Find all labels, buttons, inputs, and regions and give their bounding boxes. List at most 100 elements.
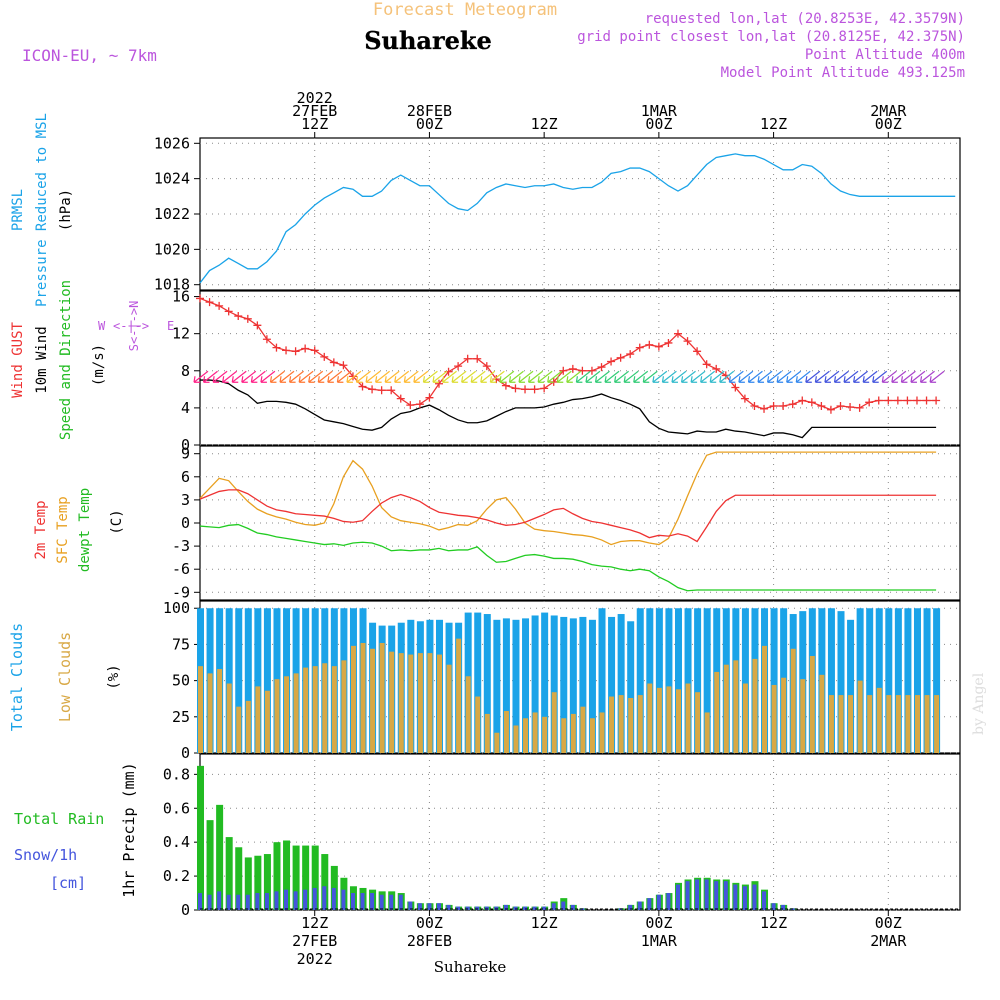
low-cloud-bar (523, 718, 529, 753)
total-cloud-bar (502, 618, 510, 753)
low-cloud-bar (781, 677, 787, 753)
low-cloud-bar (503, 711, 509, 753)
snow-bar (331, 887, 336, 910)
wind-direction-arrow (853, 370, 868, 383)
snow-bar (379, 894, 384, 910)
gust-marker (224, 307, 233, 316)
low-cloud-bar (685, 683, 691, 753)
temperature-ytick-label: -3 (172, 537, 190, 555)
snow-bar (264, 893, 269, 910)
gust-marker (215, 301, 224, 310)
wind-direction-arrow (308, 370, 324, 383)
gust-marker (760, 404, 769, 413)
wind-direction-arrow (422, 370, 438, 383)
low-cloud-bar (245, 700, 251, 753)
low-cloud-bar (446, 664, 452, 753)
footer-place: Suhareke (434, 958, 507, 976)
rain-bar (235, 847, 243, 910)
low-cloud-bar (733, 660, 739, 753)
snow-bar (752, 884, 757, 910)
wind-direction-arrow (719, 370, 735, 383)
top-time-label: 28FEB (407, 102, 452, 120)
gust-marker (932, 396, 941, 405)
wind-direction-arrow (441, 370, 457, 383)
top-time-label: 00Z (416, 115, 443, 133)
wind-direction-arrow (910, 370, 926, 383)
snow-bar (675, 884, 680, 910)
low-cloud-bar (848, 695, 854, 753)
gust-marker (645, 340, 654, 349)
total-cloud-bar (598, 608, 606, 753)
wind-direction-arrow (202, 370, 218, 383)
wind-direction-arrow (709, 370, 725, 383)
low-cloud-bar (417, 653, 423, 753)
wind-direction-arrow (384, 370, 400, 383)
low-cloud-bar (379, 642, 385, 753)
wind-direction-arrow (327, 370, 343, 383)
gust-marker (654, 342, 663, 351)
pressure-ytick-label: 1024 (154, 170, 190, 188)
snow-bar (207, 894, 212, 910)
snow-bar (389, 894, 394, 910)
low-cloud-bar (771, 684, 777, 753)
total-cloud-bar (225, 608, 233, 753)
gust-marker (463, 354, 472, 363)
snow-bar (714, 881, 719, 910)
low-cloud-bar (723, 664, 729, 753)
gust-marker (807, 398, 816, 407)
low-cloud-bar (828, 695, 834, 753)
top-time-label: 1MAR (641, 102, 678, 120)
wind-direction-arrow (518, 370, 534, 383)
bottom-time-label: 2022 (297, 950, 333, 968)
gust-marker (884, 396, 893, 405)
total-cloud-bar (923, 608, 931, 753)
bottom-time-label: 00Z (416, 914, 443, 932)
temperature-ytick-label: -6 (172, 560, 190, 578)
low-cloud-bar (628, 697, 634, 753)
total-cloud-bar (617, 614, 625, 753)
rain-bar (225, 837, 233, 910)
gust-marker (310, 346, 319, 355)
wind-direction-arrow (279, 370, 295, 383)
temp-axis-label: SFC Temp (55, 496, 71, 563)
low-cloud-bar (886, 695, 892, 753)
wind-ytick-label: 12 (172, 325, 190, 343)
rain-bar (273, 842, 281, 910)
gust-marker (912, 396, 921, 405)
snow-bar (226, 894, 231, 910)
low-cloud-bar (637, 695, 643, 753)
wind-direction-arrow (824, 370, 840, 383)
total-cloud-bar (522, 618, 530, 753)
total-cloud-bar (770, 608, 778, 753)
wind-direction-arrow (508, 370, 524, 383)
wind-direction-arrow (805, 370, 821, 383)
snow-bar (217, 891, 222, 910)
gust-marker (798, 396, 807, 405)
low-cloud-bar (675, 689, 681, 753)
snow-bar (303, 889, 308, 910)
low-cloud-bar (408, 654, 414, 753)
gust-marker (607, 357, 616, 366)
temp-axis-label: 2m Temp (33, 500, 49, 559)
gust-marker (597, 363, 606, 372)
total-cloud-bar (512, 619, 520, 753)
total-cloud-bar (483, 614, 491, 753)
snow-bar (341, 889, 346, 910)
low-cloud-bar (274, 679, 280, 753)
clouds-ytick-label: 75 (172, 635, 190, 653)
low-cloud-bar (341, 660, 347, 753)
temp-axis-label: (C) (109, 509, 125, 534)
gust-marker (291, 347, 300, 356)
gust-marker (387, 386, 396, 395)
pressure-line (199, 153, 956, 284)
gust-marker (501, 381, 510, 390)
snow-bar (274, 891, 279, 910)
low-cloud-bar (704, 712, 710, 753)
low-cloud-bar (427, 653, 433, 753)
wind-direction-arrow (212, 370, 228, 383)
low-cloud-bar (819, 674, 825, 753)
gust-marker (903, 396, 912, 405)
gust-marker (788, 400, 797, 409)
wind-direction-arrow (527, 370, 543, 383)
wind-direction-arrow (786, 370, 802, 383)
